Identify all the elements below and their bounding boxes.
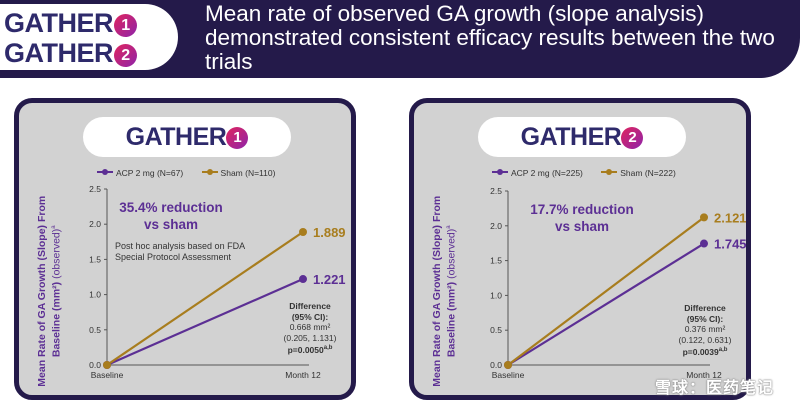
data-label-acp: 1.221 (313, 272, 346, 287)
series-line-acp (507, 242, 705, 366)
legend-item-acp: ACP 2 mg (N=67) (97, 168, 183, 178)
y-tick-label: 1.5 (89, 254, 101, 264)
y-tick-label: 1.0 (490, 290, 502, 300)
data-label-acp: 1.745 (714, 237, 746, 252)
y-tick-label: 0.0 (89, 360, 101, 370)
y-tick-label: 2.5 (89, 184, 101, 194)
watermark: 雪球：医药笔记 (654, 380, 774, 397)
data-point-acp (700, 239, 708, 248)
gather2-chart-panel: GATHER 2 ACP 2 mg (N=225) Sham (N=222) Me… (409, 98, 751, 400)
legend-item-sham: Sham (N=222) (601, 168, 676, 178)
data-point-sham (504, 361, 512, 369)
data-label-sham: 2.121 (714, 210, 746, 225)
reduction-callout: 17.7% reduction vs sham (530, 202, 634, 234)
chart-legend: ACP 2 mg (N=225) Sham (N=222) (492, 168, 692, 178)
data-label-sham: 1.889 (313, 225, 346, 240)
x-tick-label: Month 12 (285, 370, 321, 380)
y-tick-label: 2.5 (490, 186, 502, 196)
data-point-sham (700, 213, 708, 222)
gather1-logo: GATHER 1 (4, 10, 137, 37)
y-tick-label: 1.5 (490, 256, 502, 266)
series-line-acp (106, 278, 304, 367)
x-tick-label: Baseline (492, 370, 525, 380)
difference-box: Difference (95% CI): 0.376 mm² (0.122, 0… (678, 303, 732, 357)
y-tick-label: 2.0 (490, 221, 502, 231)
y-tick-label: 0.5 (490, 325, 502, 335)
legend-item-sham: Sham (N=110) (201, 168, 275, 178)
y-tick-label: 0.0 (490, 360, 502, 370)
gather-logos: GATHER 1 GATHER 2 (0, 4, 178, 70)
page-title: Mean rate of observed GA growth (slope a… (205, 1, 775, 74)
header-banner: GATHER 1 GATHER 2 Mean rate of observed GA… (0, 0, 800, 78)
y-tick-label: 0.5 (89, 325, 101, 335)
y-tick-label: 1.0 (89, 290, 101, 300)
series-line-sham (106, 231, 304, 366)
series-line-sham (507, 216, 705, 366)
line-chart: 0.0 0.5 1.0 1.5 2.0 2.5 Baseline Month 12 1.221 1… (89, 184, 346, 380)
data-point-acp (299, 275, 307, 284)
x-tick-label: Month 12 (686, 370, 722, 380)
difference-box: Difference (95% CI): 0.668 mm² (0.205, 1… (283, 301, 337, 355)
data-point-sham (299, 228, 307, 237)
data-point-sham (103, 361, 111, 369)
chart-legend: ACP 2 mg (N=67) Sham (N=110) (97, 168, 291, 178)
x-tick-label: Baseline (91, 370, 124, 380)
reduction-callout: 35.4% reduction vs sham (119, 200, 223, 232)
y-tick-label: 2.0 (89, 219, 101, 229)
analysis-note: Post hoc analysis based on FDA Special P… (115, 241, 245, 262)
gather1-chart-panel: GATHER 1 ACP 2 mg (N=67) Sham (N=110) Mea… (14, 98, 356, 400)
gather2-logo: GATHER 2 (4, 40, 137, 67)
panel-trial-logo: GATHER 2 (478, 117, 686, 157)
legend-item-acp: ACP 2 mg (N=225) (492, 168, 583, 178)
line-chart: 0.0 0.5 1.0 1.5 2.0 2.5 Baseline Month 12 1.745 2… (490, 186, 746, 380)
panel-trial-logo: GATHER 1 (83, 117, 291, 157)
